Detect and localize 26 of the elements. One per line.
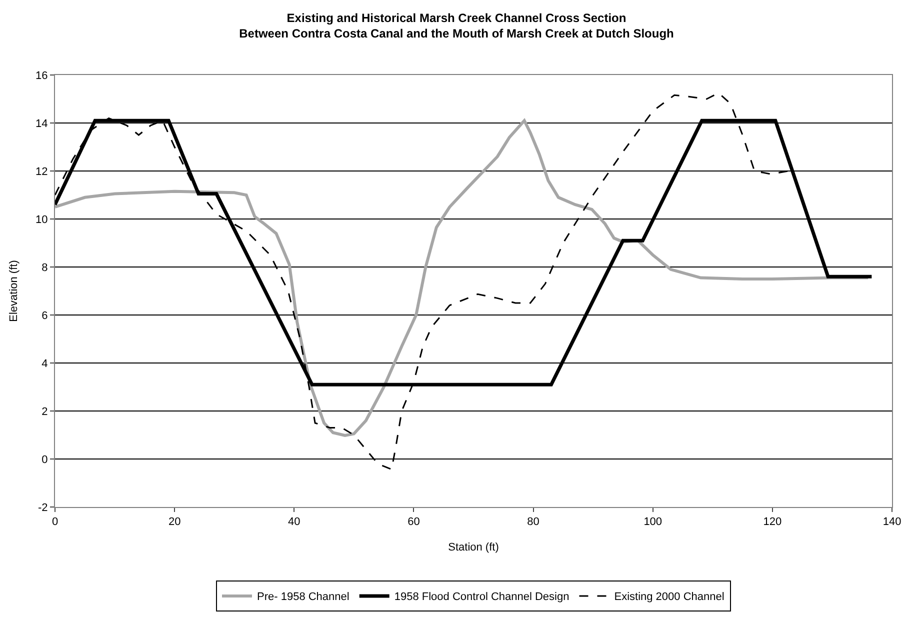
chart-title: Existing and Historical Marsh Creek Channel Cross Section xyxy=(286,10,626,25)
line-series xyxy=(55,119,870,437)
y-tick-label: 10 xyxy=(36,214,48,226)
x-tick-label: 140 xyxy=(882,516,902,528)
y-axis-title: Elevation (ft) xyxy=(8,260,20,322)
y-tick-label: 6 xyxy=(42,310,48,322)
x-tick-label: 100 xyxy=(644,516,662,528)
y-tick-label: 2 xyxy=(42,406,48,418)
x-tick-label: 20 xyxy=(168,516,181,528)
chart-subtitle: Between Contra Costa Canal and the Mouth of Marsh Creek at Dutch Slough xyxy=(239,26,674,40)
y-tick-label: 8 xyxy=(42,262,48,274)
x-tick-label: 0 xyxy=(52,516,58,528)
y-tick-label: -2 xyxy=(38,502,48,514)
y-tick-label: 0 xyxy=(42,454,48,466)
x-axis-title: Station (ft) xyxy=(448,541,499,554)
y-tick-label: 12 xyxy=(36,166,48,178)
x-tick-label: 60 xyxy=(408,516,420,528)
x-tick-label: 80 xyxy=(527,516,540,528)
y-tick-label: 14 xyxy=(36,118,48,130)
legend-label: Existing 2000 Channel xyxy=(614,591,724,604)
x-tick-label: 40 xyxy=(288,516,300,528)
legend-label: 1958 Flood Control Channel Design xyxy=(394,591,570,604)
x-tick-label: 120 xyxy=(763,516,782,528)
y-tick-label: 16 xyxy=(36,70,48,82)
legend-label: Pre- 1958 Channel xyxy=(257,591,350,604)
y-tick-label: 4 xyxy=(42,358,48,370)
